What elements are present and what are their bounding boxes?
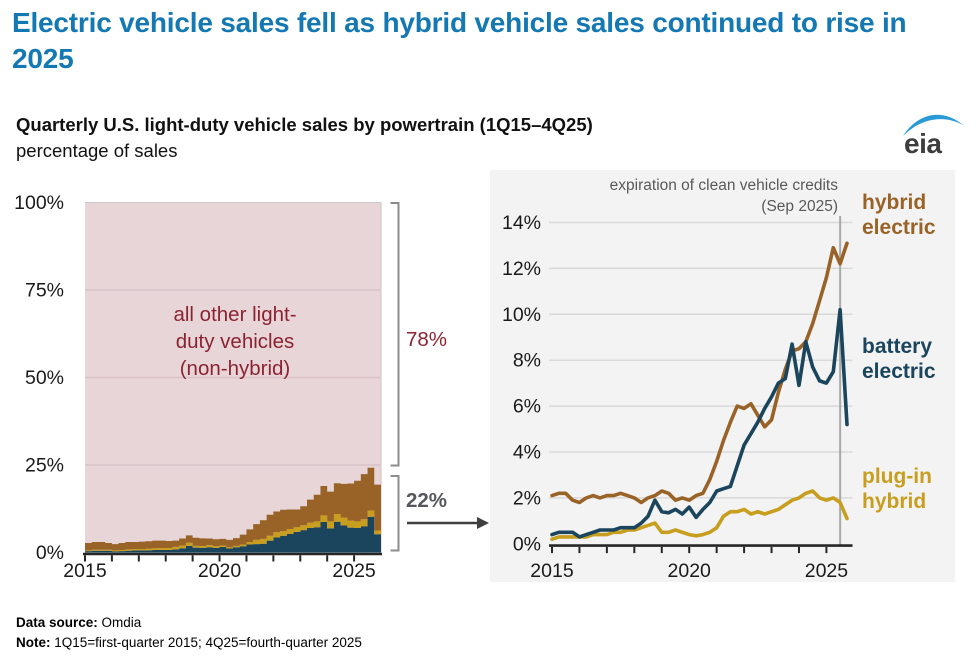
right-chart-y-tick-label: 10% (502, 304, 541, 326)
footer-note-value: 1Q15=first-quarter 2015; 4Q25=fourth-qua… (50, 635, 362, 650)
bracket-22-percent (390, 475, 400, 552)
right-chart-y-tick-label: 12% (502, 258, 541, 280)
annotation-22-percent: 22% (406, 489, 448, 512)
reference-line-annotation-line1: expiration of clean vehicle credits (609, 177, 838, 194)
right-chart-y-tick-label: 6% (513, 396, 541, 418)
eia-logo-text: eia (904, 128, 942, 159)
eia-logo: eia (901, 110, 965, 162)
right-chart-line-battery-electric (550, 307, 849, 539)
footer-source-label: Data source: (16, 615, 98, 630)
footer-source-line: Data source: Omdia (16, 613, 362, 633)
chart-title: Quarterly U.S. light-duty vehicle sales … (16, 114, 593, 135)
area-label-other-vehicles: all other light- duty vehicles (non-hybr… (173, 303, 297, 380)
series-label-battery-electric: battery electric (862, 335, 936, 383)
right-chart-y-tick-label: 4% (513, 442, 541, 464)
right-chart-line-hybrid-electric (550, 241, 849, 505)
reference-line-annotation: expiration of clean vehicle credits (Sep… (508, 175, 838, 217)
left-chart-x-tick-label: 2025 (332, 560, 376, 582)
right-chart-y-tick-label: 0% (513, 533, 541, 555)
right-chart-y-tick-label: 8% (513, 350, 541, 372)
eia-swoosh-icon (903, 114, 963, 136)
right-chart-y-tick-label: 2% (513, 487, 541, 509)
page-title: Electric vehicle sales fell as hybrid ve… (12, 7, 907, 74)
annotation-78-percent: 78% (406, 328, 448, 351)
right-chart-x-tick-label: 2025 (805, 560, 849, 582)
right-chart-x-tick-label: 2015 (530, 560, 574, 582)
right-chart-line-plug-in-hybrid (550, 489, 849, 542)
left-chart-y-tick-label: 75% (25, 280, 64, 302)
footer-source-value: Omdia (97, 615, 142, 630)
left-chart-y-tick-label: 100% (14, 192, 64, 214)
reference-line-annotation-line2: (Sep 2025) (761, 198, 838, 215)
footer-note-label: Note: (16, 635, 51, 650)
series-label-plug-in-hybrid: plug-in hybrid (862, 465, 932, 513)
bracket-78-percent (390, 202, 400, 467)
right-chart-x-tick-label: 2020 (668, 560, 712, 582)
left-chart-area-battery-electric (85, 516, 381, 553)
left-chart-area-hybrid-electric (85, 467, 381, 551)
right-chart-y-tick-label: 14% (502, 212, 541, 234)
series-label-hybrid-electric: hybrid electric (862, 191, 936, 239)
left-chart-y-tick-label: 50% (25, 367, 64, 389)
chart-units-label: percentage of sales (16, 140, 178, 161)
footer: Data source: Omdia Note: 1Q15=first-quar… (16, 613, 362, 653)
footer-note-line: Note: 1Q15=first-quarter 2015; 4Q25=four… (16, 633, 362, 653)
arrow-head (477, 517, 489, 529)
left-chart-y-tick-label: 0% (36, 542, 64, 564)
left-chart-x-tick-label: 2015 (63, 560, 107, 582)
left-chart-y-tick-label: 25% (25, 455, 64, 477)
left-chart-x-tick-label: 2020 (198, 560, 242, 582)
line-chart-panel (490, 170, 955, 582)
